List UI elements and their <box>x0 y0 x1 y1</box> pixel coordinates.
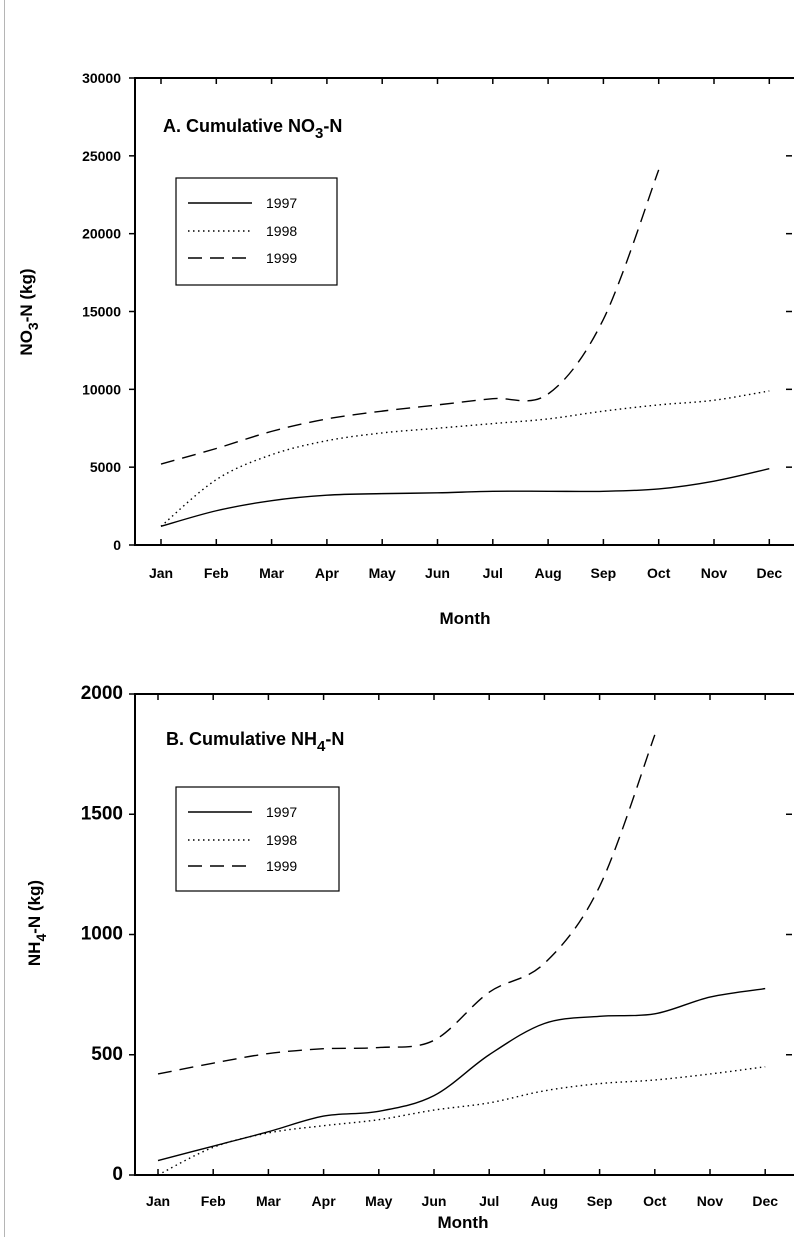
x-tick-label: Nov <box>701 565 728 581</box>
x-tick-label: Apr <box>312 1193 337 1209</box>
legend-label-1997: 1997 <box>266 804 297 820</box>
panel-b-plot-frame <box>134 693 794 1176</box>
panel-a-x-axis-title: Month <box>440 609 491 628</box>
x-tick-label: Jan <box>149 565 173 581</box>
x-tick-label: Oct <box>643 1193 667 1209</box>
x-tick-label: Oct <box>647 565 671 581</box>
x-tick-label: May <box>365 1193 392 1209</box>
x-tick-label: Nov <box>697 1193 724 1209</box>
panel-a-series-lines <box>160 169 770 527</box>
page-edge-line <box>4 0 5 1237</box>
panel-a-legend-box <box>175 177 338 286</box>
series-line-1997 <box>157 987 766 1162</box>
legend-label-1998: 1998 <box>266 223 297 239</box>
series-line-1997 <box>160 468 770 527</box>
panel-b-x-ticks: Jan Feb Mar Apr May Jun Jul Aug Sep Oct Nov Dec <box>146 694 778 1209</box>
y-tick-label: 1500 <box>81 803 123 824</box>
panel-a: 0 5000 10000 15000 20000 25000 30000 Jan Feb Mar… <box>17 70 794 628</box>
legend-label-1999: 1999 <box>266 858 297 874</box>
x-tick-label: Apr <box>315 565 340 581</box>
series-line-1999 <box>160 169 660 465</box>
panel-a-title: A. Cumulative NO3-N <box>163 116 342 142</box>
series-line-1998 <box>160 390 770 527</box>
x-tick-label: Mar <box>256 1193 281 1209</box>
panel-a-plot-frame <box>134 77 794 546</box>
panel-b-y-axis-title: NH4-N (kg) <box>25 880 49 966</box>
y-tick-label: 500 <box>91 1044 123 1065</box>
x-tick-label: Aug <box>534 565 561 581</box>
y-tick-label: 30000 <box>82 70 121 86</box>
x-tick-label: Dec <box>756 565 782 581</box>
x-tick-label: Sep <box>587 1193 613 1209</box>
legend-label-1997: 1997 <box>266 195 297 211</box>
legend-label-1998: 1998 <box>266 832 297 848</box>
x-tick-label: Jul <box>479 1193 499 1209</box>
panel-a-legend: 1997 1998 1999 <box>175 177 338 286</box>
x-tick-label: Feb <box>201 1193 226 1209</box>
series-line-1999 <box>157 734 656 1075</box>
y-tick-label: 1000 <box>81 924 123 945</box>
x-tick-label: Mar <box>259 565 284 581</box>
panel-b-title: B. Cumulative NH4-N <box>166 729 344 755</box>
panel-a-x-ticks: Jan Feb Mar Apr May Jun Jul Aug Sep Oct Nov Dec <box>149 78 782 581</box>
y-tick-label: 0 <box>112 1164 123 1185</box>
x-tick-label: Jun <box>425 565 450 581</box>
x-tick-label: Feb <box>204 565 229 581</box>
x-tick-label: Dec <box>752 1193 778 1209</box>
panel-a-y-axis-title: NO3-N (kg) <box>17 268 41 355</box>
y-tick-label: 25000 <box>82 148 121 164</box>
legend-label-1999: 1999 <box>266 250 297 266</box>
panel-b: 0 500 1000 1500 2000 Jan Feb Mar Apr May Jun Jul Au… <box>25 683 794 1232</box>
x-tick-label: Sep <box>591 565 617 581</box>
panel-b-legend-box <box>175 786 340 892</box>
y-tick-label: 2000 <box>81 683 123 704</box>
panel-b-x-axis-title: Month <box>438 1213 489 1232</box>
y-tick-label: 15000 <box>82 304 121 320</box>
x-tick-label: Jan <box>146 1193 170 1209</box>
panel-a-y-ticks: 0 5000 10000 15000 20000 25000 30000 <box>82 70 792 553</box>
series-line-1998 <box>157 1066 766 1176</box>
x-tick-label: Jul <box>483 565 503 581</box>
panel-b-y-ticks: 0 500 1000 1500 2000 <box>81 683 792 1185</box>
y-tick-label: 20000 <box>82 226 121 242</box>
panel-b-series-lines <box>157 734 766 1176</box>
x-tick-label: Aug <box>531 1193 558 1209</box>
x-tick-label: Jun <box>422 1193 447 1209</box>
panel-b-legend: 1997 1998 1999 <box>175 786 340 892</box>
y-tick-label: 5000 <box>90 459 121 475</box>
y-tick-label: 0 <box>113 537 121 553</box>
y-tick-label: 10000 <box>82 381 121 397</box>
x-tick-label: May <box>369 565 396 581</box>
